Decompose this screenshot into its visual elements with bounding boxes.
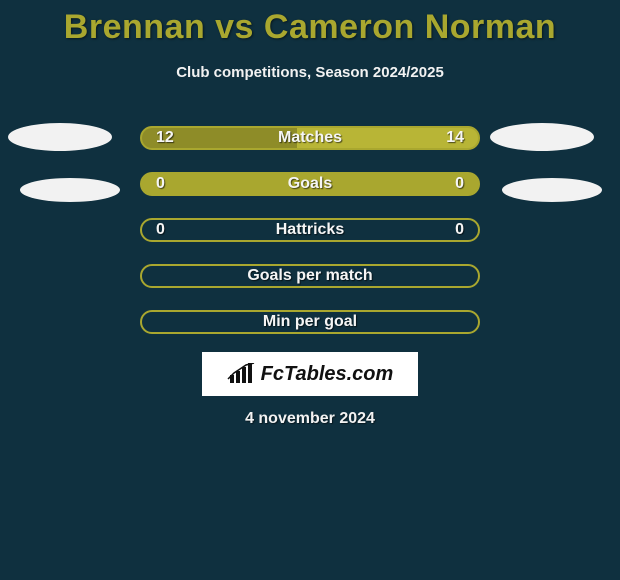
avatar-placeholder (490, 123, 594, 151)
stat-label: Matches (278, 129, 342, 147)
stat-right-value: 0 (455, 175, 464, 193)
fctables-logo: FcTables.com (202, 352, 418, 396)
logo-barchart-icon (227, 363, 255, 385)
stat-label: Goals (288, 175, 332, 193)
stat-label: Min per goal (263, 313, 357, 331)
subtitle: Club competitions, Season 2024/2025 (0, 64, 620, 81)
stat-row: Goals per match (140, 264, 480, 288)
stat-row: 12 Matches 14 (140, 126, 480, 150)
stat-label: Goals per match (247, 267, 372, 285)
stat-row: Min per goal (140, 310, 480, 334)
stat-left-value: 0 (156, 221, 165, 239)
stat-left-value: 0 (156, 175, 165, 193)
stat-comparison-card: Brennan vs Cameron Norman Club competiti… (0, 0, 620, 580)
stat-row: 0 Hattricks 0 (140, 218, 480, 242)
avatar-placeholder (502, 178, 602, 202)
stat-right-value: 14 (446, 129, 464, 147)
page-title: Brennan vs Cameron Norman (0, 8, 620, 47)
stat-right-value: 0 (455, 221, 464, 239)
stat-left-value: 12 (156, 129, 174, 147)
snapshot-date: 4 november 2024 (0, 410, 620, 428)
avatar-placeholder (8, 123, 112, 151)
avatar-placeholder (20, 178, 120, 202)
stat-label: Hattricks (276, 221, 344, 239)
logo-text: FcTables.com (261, 363, 394, 386)
stat-row: 0 Goals 0 (140, 172, 480, 196)
